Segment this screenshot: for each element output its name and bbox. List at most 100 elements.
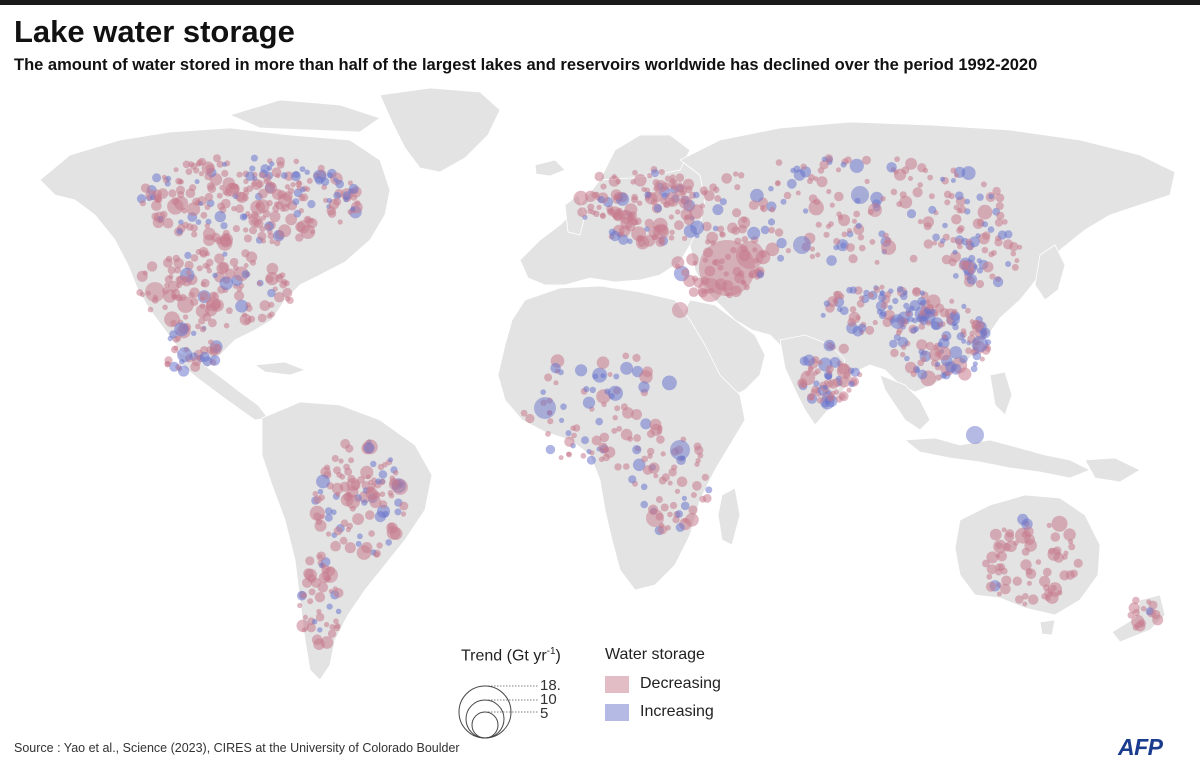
lake-dot xyxy=(281,203,290,212)
lake-dot xyxy=(326,197,333,204)
lake-dot xyxy=(312,491,319,497)
page-title: Lake water storage xyxy=(14,14,295,49)
lake-dot xyxy=(618,231,625,237)
lake-dot xyxy=(217,202,226,211)
lake-dot xyxy=(337,219,343,225)
lake-dot xyxy=(167,335,173,342)
lake-dot xyxy=(558,455,564,461)
lake-dot xyxy=(220,222,228,230)
legend-label-decreasing: Decreasing xyxy=(640,675,721,692)
lake-dot xyxy=(286,296,294,304)
lake-dot xyxy=(917,369,928,380)
lake-dot xyxy=(951,320,957,326)
lake-dot xyxy=(674,263,680,269)
lake-dot xyxy=(955,191,964,200)
lake-dot xyxy=(204,204,211,211)
lake-dot xyxy=(164,360,171,367)
lake-dot xyxy=(638,239,646,248)
lake-dot-large xyxy=(736,241,764,269)
lake-dot xyxy=(348,457,355,464)
lake-dot xyxy=(953,204,960,211)
lake-dot xyxy=(655,224,661,231)
lake-dot xyxy=(213,301,222,310)
lake-dot xyxy=(160,210,168,219)
lake-dot xyxy=(748,200,759,211)
lake-dot xyxy=(222,251,228,257)
lake-dot xyxy=(275,173,281,179)
lake-dot xyxy=(717,225,725,233)
lake-dot xyxy=(853,210,861,218)
lake-dot xyxy=(305,556,315,566)
lake-dot xyxy=(592,367,608,383)
lake-dot xyxy=(304,186,311,192)
lake-dot xyxy=(582,396,596,409)
lake-dot xyxy=(205,164,215,174)
lake-dot xyxy=(1021,531,1029,538)
lake-dot xyxy=(1068,543,1076,551)
lake-dot xyxy=(950,167,957,174)
lake-dot xyxy=(571,432,577,439)
lake-dot xyxy=(300,193,309,202)
lake-dot xyxy=(852,218,857,224)
lake-dot xyxy=(1146,599,1152,605)
lake-dot xyxy=(819,160,829,170)
lake-dot xyxy=(844,156,852,164)
lake-dot xyxy=(379,491,386,498)
lake-dot xyxy=(904,361,917,374)
lake-dot xyxy=(951,214,962,225)
lake-dot xyxy=(1017,244,1023,250)
lake-dot xyxy=(839,376,850,388)
lake-dot-large xyxy=(698,278,722,302)
lake-dot xyxy=(681,495,688,501)
lake-dot xyxy=(699,203,705,209)
lake-dot xyxy=(620,361,633,375)
lake-dot xyxy=(315,612,325,622)
legend-item-increasing: Increasing xyxy=(605,703,714,721)
lake-dot xyxy=(191,330,197,336)
lake-dot xyxy=(575,364,588,377)
lake-dot xyxy=(820,312,826,318)
lake-dot xyxy=(997,563,1006,571)
lake-dot xyxy=(172,294,178,300)
lake-dot xyxy=(976,267,984,274)
lake-dot xyxy=(200,211,208,219)
lake-dot xyxy=(545,444,556,455)
lake-dot xyxy=(151,200,162,212)
lake-dot xyxy=(691,275,699,282)
lake-dot xyxy=(768,226,775,234)
lake-dot xyxy=(350,206,356,212)
lake-dot xyxy=(205,251,210,257)
lake-dot xyxy=(926,294,941,309)
lake-dot xyxy=(1005,261,1012,267)
lake-dot xyxy=(1059,570,1070,581)
lake-dot xyxy=(709,183,718,192)
lake-dot xyxy=(292,198,300,206)
lake-dot xyxy=(167,266,176,275)
lake-dot xyxy=(706,231,719,244)
lake-dot xyxy=(259,300,271,311)
lake-dot xyxy=(261,238,266,244)
world-map-svg xyxy=(39,87,1176,681)
lake-dot xyxy=(632,445,642,455)
lake-dot xyxy=(800,370,816,386)
lake-dot xyxy=(905,307,912,314)
lake-dot xyxy=(316,608,322,615)
lake-dot xyxy=(245,171,255,181)
lake-dot xyxy=(826,255,837,266)
lake-dot xyxy=(676,476,688,488)
lake-dot-large xyxy=(392,479,408,495)
lake-dot xyxy=(232,225,240,233)
lake-dot-large xyxy=(851,186,869,204)
lake-dot xyxy=(213,154,221,163)
lake-dot xyxy=(293,209,302,218)
lake-dot xyxy=(333,177,339,183)
lake-dot xyxy=(660,197,667,205)
lake-dot-large xyxy=(646,509,664,527)
lake-dot xyxy=(767,218,776,226)
lake-dot xyxy=(847,317,857,327)
lake-dot xyxy=(834,191,844,202)
land-philippines xyxy=(989,371,1013,416)
lake-dot xyxy=(272,204,280,213)
lake-dot xyxy=(153,193,162,202)
lake-dot xyxy=(168,274,174,280)
